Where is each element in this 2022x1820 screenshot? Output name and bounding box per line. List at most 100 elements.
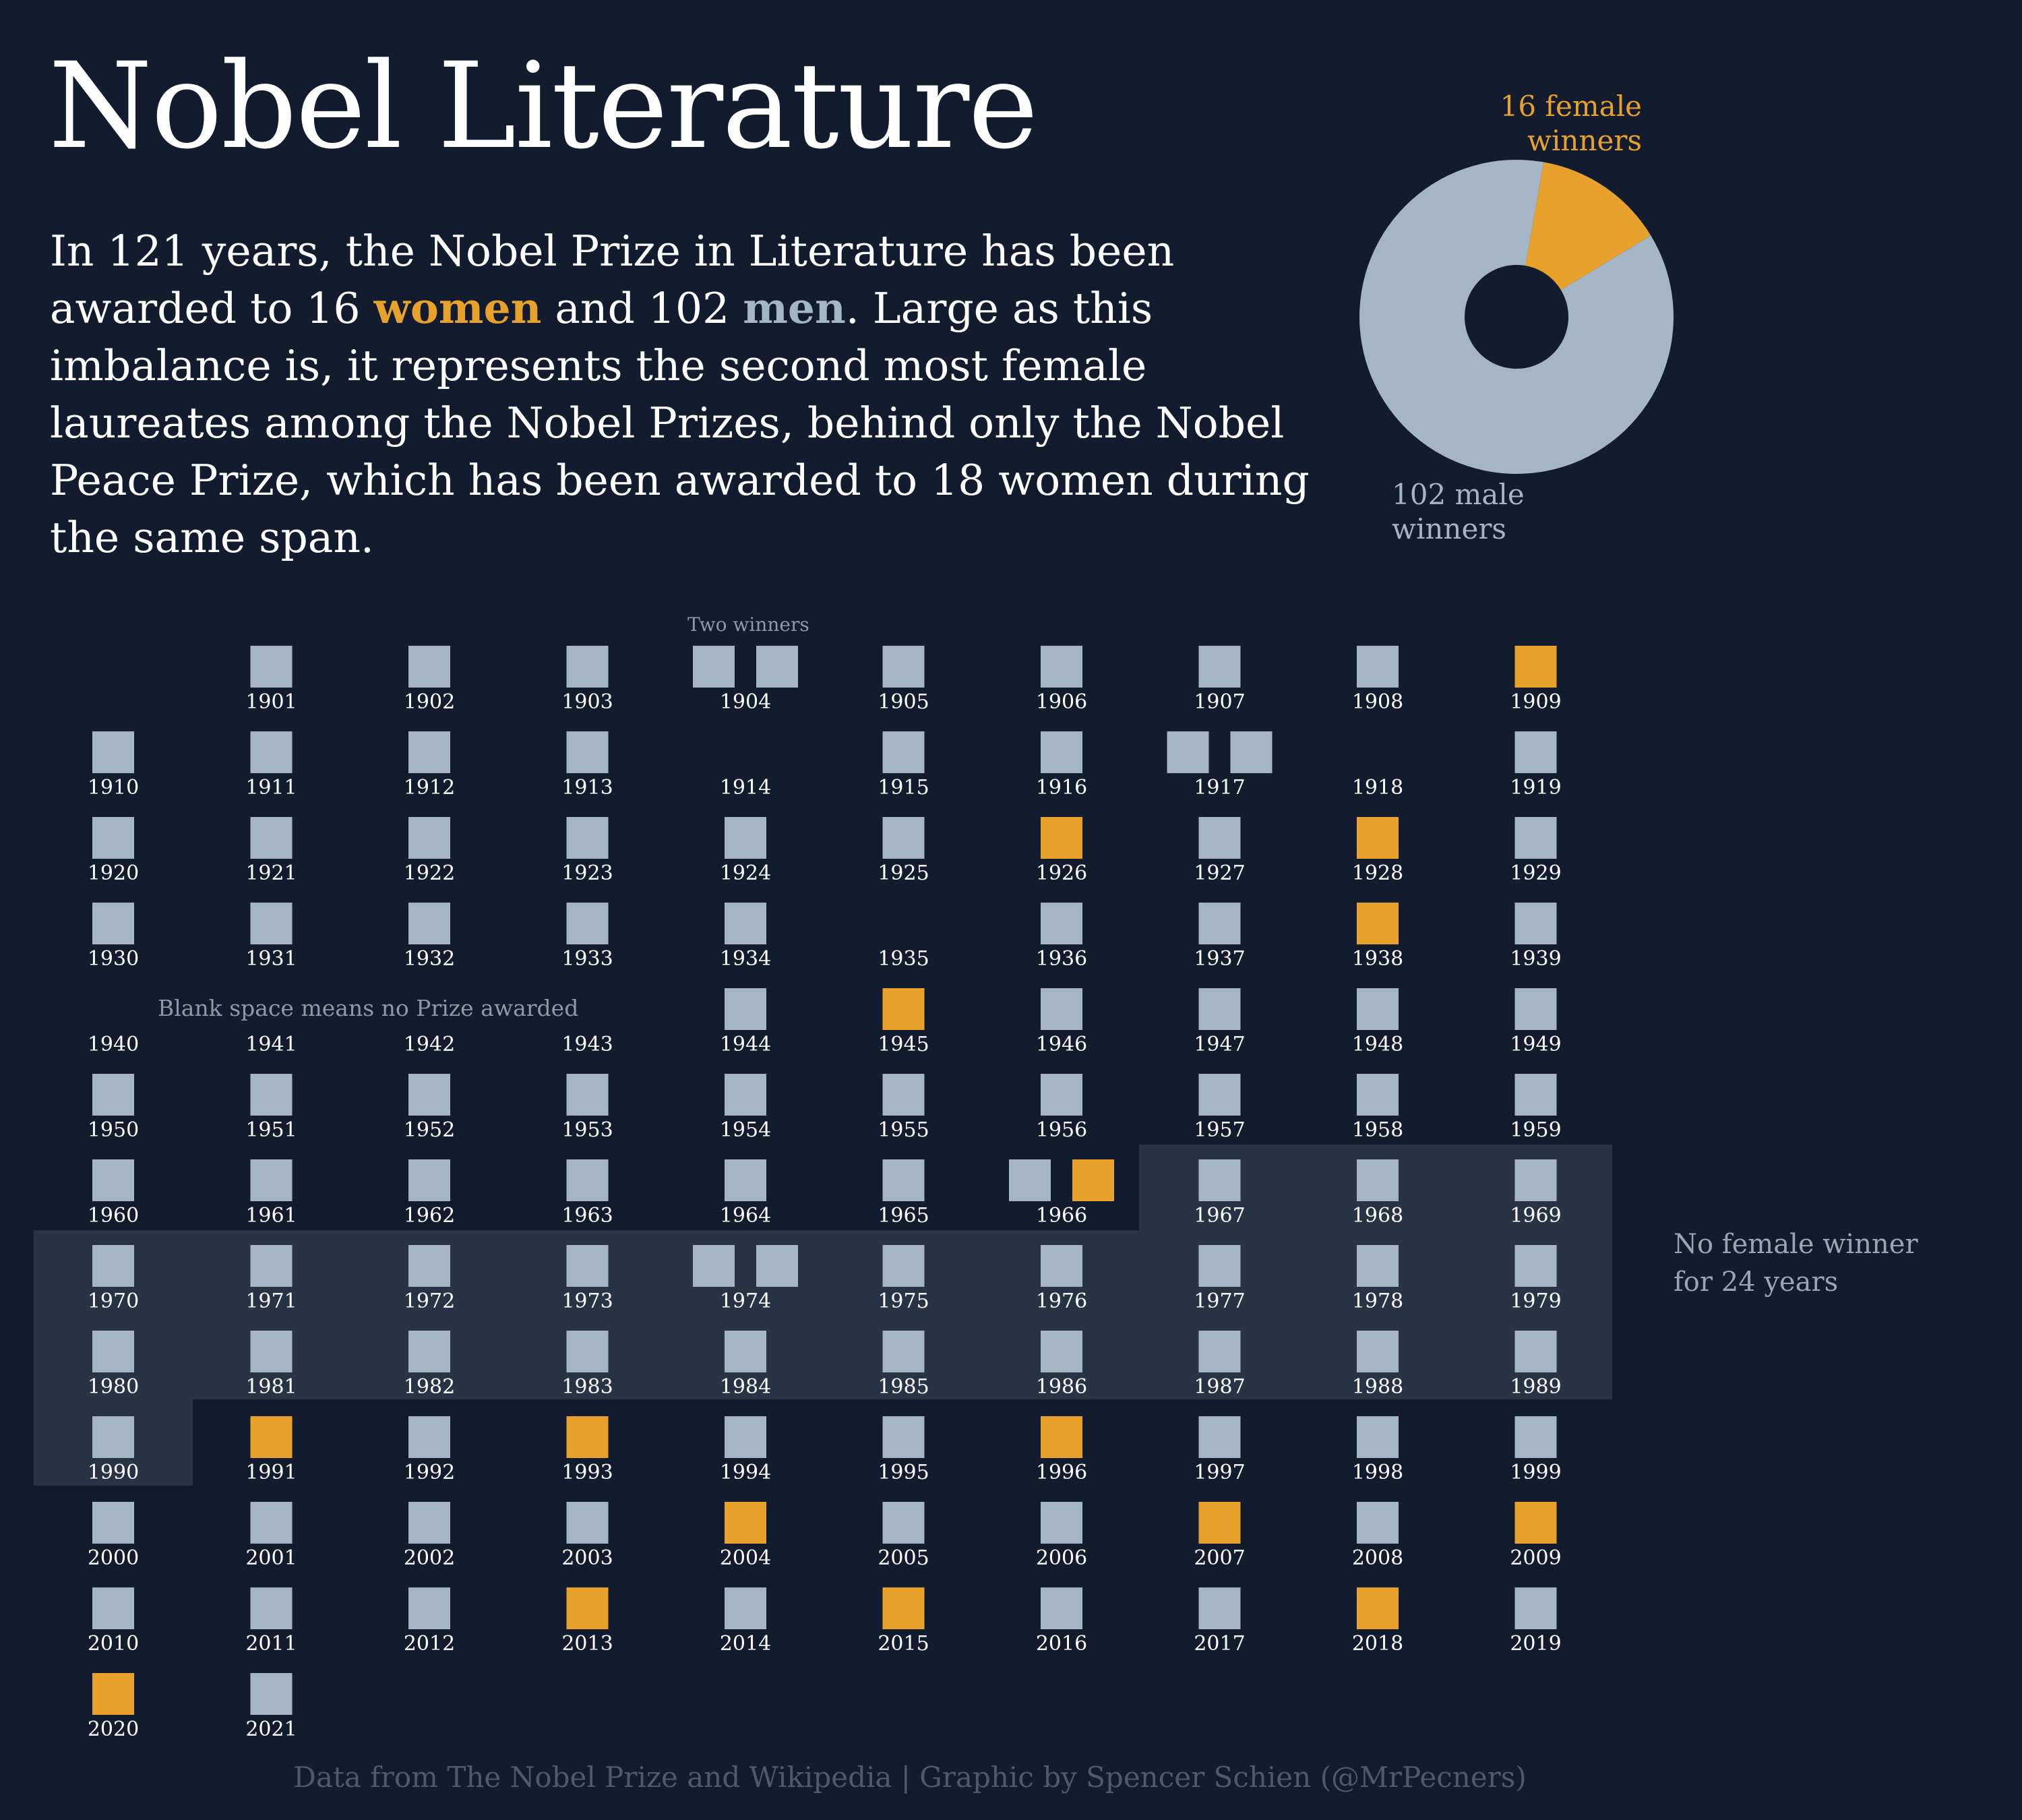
year-label-1927: 1927 bbox=[1194, 861, 1245, 885]
laureate-square-1937 bbox=[1198, 903, 1241, 944]
year-label-1980: 1980 bbox=[88, 1375, 139, 1399]
year-label-1931: 1931 bbox=[245, 947, 297, 971]
laureate-square-2003 bbox=[566, 1502, 609, 1544]
year-label-1968: 1968 bbox=[1352, 1204, 1403, 1227]
laureate-square-1956 bbox=[1041, 1074, 1082, 1116]
year-label-1903: 1903 bbox=[561, 690, 613, 714]
year-label-1934: 1934 bbox=[720, 947, 771, 971]
laureate-square-1909 bbox=[1514, 646, 1557, 688]
laureate-square-1913 bbox=[566, 731, 609, 773]
laureate-square-1954 bbox=[725, 1074, 766, 1116]
year-label-1939: 1939 bbox=[1510, 947, 1561, 971]
laureate-square-1908 bbox=[1357, 646, 1399, 688]
year-label-1997: 1997 bbox=[1194, 1461, 1245, 1484]
female-winners-label: 16 female winners bbox=[1500, 90, 1642, 157]
year-label-1914: 1914 bbox=[720, 776, 771, 799]
year-label-1902: 1902 bbox=[404, 690, 455, 714]
year-label-1978: 1978 bbox=[1352, 1290, 1403, 1313]
laureate-square-1903 bbox=[566, 646, 609, 688]
year-label-1904: 1904 bbox=[720, 690, 771, 714]
laureate-square-1950 bbox=[92, 1074, 134, 1116]
laureate-square-1991 bbox=[250, 1416, 293, 1458]
laureate-square-1972 bbox=[408, 1245, 450, 1287]
intro-women-highlight: women bbox=[373, 283, 542, 333]
year-label-1981: 1981 bbox=[245, 1375, 297, 1399]
year-label-2013: 2013 bbox=[561, 1632, 613, 1656]
laureate-square-1974-1 bbox=[693, 1245, 735, 1287]
laureate-square-2020 bbox=[92, 1673, 134, 1715]
year-label-1953: 1953 bbox=[561, 1118, 613, 1142]
intro-men-highlight: men bbox=[743, 283, 846, 333]
year-label-1992: 1992 bbox=[404, 1461, 455, 1484]
year-label-2010: 2010 bbox=[88, 1632, 139, 1656]
year-label-1963: 1963 bbox=[561, 1204, 613, 1227]
laureate-square-1953 bbox=[566, 1074, 609, 1116]
year-label-2015: 2015 bbox=[878, 1632, 929, 1656]
laureate-square-1955 bbox=[882, 1074, 925, 1116]
laureate-square-1961 bbox=[250, 1159, 293, 1201]
year-label-2002: 2002 bbox=[404, 1546, 455, 1570]
year-label-1919: 1919 bbox=[1510, 776, 1561, 799]
laureate-square-1973 bbox=[566, 1245, 609, 1287]
laureate-square-1938 bbox=[1357, 903, 1399, 944]
laureate-square-1910 bbox=[92, 731, 134, 773]
year-label-1983: 1983 bbox=[561, 1375, 613, 1399]
year-label-2011: 2011 bbox=[245, 1632, 297, 1656]
year-label-1954: 1954 bbox=[720, 1118, 771, 1142]
laureate-square-1987 bbox=[1198, 1331, 1241, 1372]
laureate-square-1931 bbox=[250, 903, 293, 944]
laureate-square-1923 bbox=[566, 817, 609, 859]
year-label-2018: 2018 bbox=[1352, 1632, 1403, 1656]
laureate-square-1917-2 bbox=[1230, 731, 1273, 773]
year-label-1938: 1938 bbox=[1352, 947, 1403, 971]
year-label-1944: 1944 bbox=[720, 1033, 771, 1056]
laureate-square-2002 bbox=[408, 1502, 450, 1544]
year-label-1982: 1982 bbox=[404, 1375, 455, 1399]
laureate-square-1947 bbox=[1198, 988, 1241, 1030]
year-label-1991: 1991 bbox=[245, 1461, 297, 1484]
laureate-square-1927 bbox=[1198, 817, 1241, 859]
year-label-1916: 1916 bbox=[1036, 776, 1087, 799]
laureate-square-1974-2 bbox=[756, 1245, 798, 1287]
laureate-square-1919 bbox=[1514, 731, 1557, 773]
year-label-1961: 1961 bbox=[245, 1204, 297, 1227]
intro-paragraph: In 121 years, the Nobel Prize in Literat… bbox=[50, 222, 1357, 566]
laureate-square-2013 bbox=[566, 1587, 609, 1629]
year-label-1941: 1941 bbox=[245, 1033, 297, 1056]
year-label-1979: 1979 bbox=[1510, 1290, 1561, 1313]
laureate-square-1928 bbox=[1357, 817, 1399, 859]
year-label-1925: 1925 bbox=[878, 861, 929, 885]
year-label-1984: 1984 bbox=[720, 1375, 771, 1399]
year-label-1952: 1952 bbox=[404, 1118, 455, 1142]
laureate-square-2015 bbox=[882, 1587, 925, 1629]
highlight-band-no-female-winner bbox=[34, 1145, 1612, 1486]
year-label-2021: 2021 bbox=[245, 1718, 297, 1741]
laureate-square-1975 bbox=[882, 1245, 925, 1287]
laureate-square-1945 bbox=[882, 988, 925, 1030]
laureate-square-1995 bbox=[882, 1416, 925, 1458]
blank-space-note: Blank space means no Prize awarded bbox=[158, 995, 579, 1021]
laureate-square-1906 bbox=[1041, 646, 1082, 688]
laureate-square-1997 bbox=[1198, 1416, 1241, 1458]
laureate-square-1951 bbox=[250, 1074, 293, 1116]
laureate-square-1944 bbox=[725, 988, 766, 1030]
laureate-square-1958 bbox=[1357, 1074, 1399, 1116]
laureate-square-1934 bbox=[725, 903, 766, 944]
laureate-square-1926 bbox=[1041, 817, 1082, 859]
year-label-2012: 2012 bbox=[404, 1632, 455, 1656]
year-label-1932: 1932 bbox=[404, 947, 455, 971]
laureate-square-1949 bbox=[1514, 988, 1557, 1030]
year-label-1976: 1976 bbox=[1036, 1290, 1087, 1313]
year-label-1906: 1906 bbox=[1036, 690, 1087, 714]
laureate-square-1977 bbox=[1198, 1245, 1241, 1287]
laureate-square-1970 bbox=[92, 1245, 134, 1287]
year-label-1937: 1937 bbox=[1194, 947, 1245, 971]
laureate-square-2017 bbox=[1198, 1587, 1241, 1629]
year-label-1923: 1923 bbox=[561, 861, 613, 885]
donut-slice-female bbox=[1525, 162, 1651, 291]
year-label-1977: 1977 bbox=[1194, 1290, 1245, 1313]
laureate-square-2006 bbox=[1041, 1502, 1082, 1544]
laureate-square-1986 bbox=[1041, 1331, 1082, 1372]
laureate-square-2007 bbox=[1198, 1502, 1241, 1544]
laureate-square-1929 bbox=[1514, 817, 1557, 859]
